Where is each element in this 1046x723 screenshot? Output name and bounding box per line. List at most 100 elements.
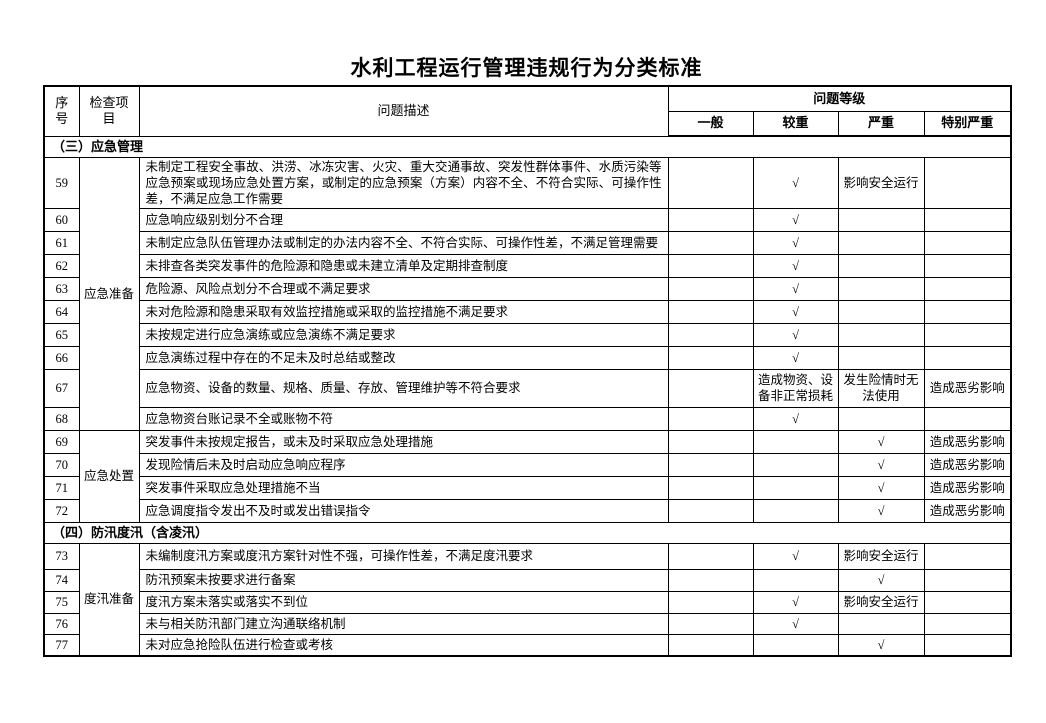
row-number: 60 <box>43 207 80 232</box>
table-row: 61 未制定应急队伍管理办法或制定的办法内容不全、不符合实际、可操作性差，不满足管… <box>43 230 1012 255</box>
column-header-check-item: 检查项目 <box>78 85 140 137</box>
row-number: 77 <box>43 633 80 657</box>
level-cell-general <box>667 633 754 657</box>
section-row: （三）应急管理 <box>43 135 1012 158</box>
level-cell-general <box>667 568 754 592</box>
level-cell-severe <box>837 230 925 255</box>
section-label: （四）防汛度汛（含凌汛） <box>43 521 1012 544</box>
level-cell-general <box>667 345 754 370</box>
level-cell-moderate <box>752 429 839 454</box>
level-cell-moderate: √ <box>752 276 839 301</box>
problem-description: 未制定应急队伍管理办法或制定的办法内容不全、不符合实际、可操作性差，不满足管理需… <box>138 230 669 255</box>
level-cell-general <box>667 322 754 347</box>
problem-description: 未排查各类突发事件的危险源和隐患或未建立清单及定期排查制度 <box>138 253 669 278</box>
level-cell-extreme <box>923 542 1012 570</box>
level-cell-severe <box>837 345 925 370</box>
table-row: 62 未排查各类突发事件的危险源和隐患或未建立清单及定期排查制度 √ <box>43 253 1012 278</box>
problem-description: 度汛方案未落实或落实不到位 <box>138 590 669 614</box>
level-cell-moderate <box>752 633 839 657</box>
row-number: 63 <box>43 276 80 301</box>
section-label: （三）应急管理 <box>43 135 1012 158</box>
row-number: 75 <box>43 590 80 614</box>
row-number: 68 <box>43 406 80 431</box>
table-row: 74 防汛预案未按要求进行备案 √ <box>43 568 1012 592</box>
column-header-level-severe: 严重 <box>837 110 925 137</box>
table-row: 77 未对应急抢险队伍进行检查或考核 √ <box>43 633 1012 657</box>
level-cell-moderate: √ <box>752 322 839 347</box>
violation-classification-table: 序号 检查项目 问题描述 问题等级 一般 较重 严重 特别严重 （三）应急管理 5… <box>43 85 1013 657</box>
column-header-problem-desc: 问题描述 <box>138 85 669 137</box>
problem-description: 防汛预案未按要求进行备案 <box>138 568 669 592</box>
level-cell-general <box>667 406 754 431</box>
column-header-level-general: 一般 <box>667 110 754 137</box>
level-cell-moderate <box>752 568 839 592</box>
row-number: 66 <box>43 345 80 370</box>
row-number: 64 <box>43 299 80 324</box>
table-row: 71 突发事件采取应急处理措施不当 √ 造成恶劣影响 <box>43 475 1012 500</box>
row-number: 67 <box>43 368 80 408</box>
level-cell-extreme <box>923 299 1012 324</box>
level-cell-extreme <box>923 406 1012 431</box>
level-cell-moderate: √ <box>752 253 839 278</box>
level-cell-extreme <box>923 230 1012 255</box>
level-cell-severe: √ <box>837 568 925 592</box>
level-cell-general <box>667 253 754 278</box>
header-row-top: 序号 检查项目 问题描述 问题等级 <box>43 85 1012 137</box>
level-cell-moderate <box>752 498 839 523</box>
table-row: 69 应急处置 突发事件未按规定报告，或未及时采取应急处理措施 √ 造成恶劣影响 <box>43 429 1012 523</box>
row-number: 70 <box>43 452 80 477</box>
level-cell-severe <box>837 207 925 232</box>
level-cell-extreme <box>923 590 1012 614</box>
level-cell-severe <box>837 406 925 431</box>
row-number: 59 <box>43 156 80 209</box>
table-header: 序号 检查项目 问题描述 问题等级 一般 较重 严重 特别严重 <box>43 85 1012 137</box>
level-cell-general <box>667 542 754 570</box>
level-cell-extreme <box>923 322 1012 347</box>
level-cell-severe: 影响安全运行 <box>837 542 925 570</box>
problem-description: 突发事件采取应急处理措施不当 <box>138 475 669 500</box>
problem-description: 未制定工程安全事故、洪涝、冰冻灾害、火灾、重大交通事故、突发性群体事件、水质污染… <box>138 156 669 209</box>
problem-description: 未与相关防汛部门建立沟通联络机制 <box>138 612 669 635</box>
level-cell-severe: √ <box>837 475 925 500</box>
table-row: 65 未按规定进行应急演练或应急演练不满足要求 √ <box>43 322 1012 347</box>
level-cell-general <box>667 230 754 255</box>
level-cell-general <box>667 156 754 209</box>
table-row: 64 未对危险源和隐患采取有效监控措施或采取的监控措施不满足要求 √ <box>43 299 1012 324</box>
level-cell-severe <box>837 299 925 324</box>
level-cell-extreme <box>923 612 1012 635</box>
table-row: 68 应急物资台账记录不全或账物不符 √ <box>43 406 1012 431</box>
column-header-level-extreme: 特别严重 <box>923 110 1012 137</box>
problem-description: 未按规定进行应急演练或应急演练不满足要求 <box>138 322 669 347</box>
level-cell-severe <box>837 612 925 635</box>
level-cell-moderate: √ <box>752 612 839 635</box>
table-row: 75 度汛方案未落实或落实不到位 √ 影响安全运行 <box>43 590 1012 614</box>
problem-description: 发现险情后未及时启动应急响应程序 <box>138 452 669 477</box>
level-cell-severe: √ <box>837 498 925 523</box>
table-body: （三）应急管理 59 应急准备 未制定工程安全事故、洪涝、冰冻灾害、火灾、重大交通事故… <box>43 135 1012 657</box>
table-row: 63 危险源、风险点划分不合理或不满足要求 √ <box>43 276 1012 301</box>
row-number: 73 <box>43 542 80 570</box>
level-cell-moderate <box>752 452 839 477</box>
level-cell-moderate <box>752 475 839 500</box>
row-number: 71 <box>43 475 80 500</box>
problem-description: 应急调度指令发出不及时或发出错误指令 <box>138 498 669 523</box>
level-cell-severe: 影响安全运行 <box>837 156 925 209</box>
table-row: 72 应急调度指令发出不及时或发出错误指令 √ 造成恶劣影响 <box>43 498 1012 523</box>
check-item-cell: 度汛准备 <box>78 542 140 657</box>
level-cell-moderate: √ <box>752 156 839 209</box>
table-row: 76 未与相关防汛部门建立沟通联络机制 √ <box>43 612 1012 635</box>
row-number: 69 <box>43 429 80 454</box>
table-row: 66 应急演练过程中存在的不足未及时总结或整改 √ <box>43 345 1012 370</box>
level-cell-general <box>667 368 754 408</box>
level-cell-severe <box>837 322 925 347</box>
table-row: 60 应急响应级别划分不合理 √ <box>43 207 1012 232</box>
level-cell-extreme <box>923 156 1012 209</box>
level-cell-severe: √ <box>837 429 925 454</box>
table-row: 70 发现险情后未及时启动应急响应程序 √ 造成恶劣影响 <box>43 452 1012 477</box>
table-row: 73 度汛准备 未编制度汛方案或度汛方案针对性不强，可操作性差，不满足度汛要求 √ 影响… <box>43 542 1012 657</box>
level-cell-extreme: 造成恶劣影响 <box>923 368 1012 408</box>
row-number: 65 <box>43 322 80 347</box>
row-number: 61 <box>43 230 80 255</box>
level-cell-extreme <box>923 253 1012 278</box>
level-cell-extreme: 造成恶劣影响 <box>923 498 1012 523</box>
